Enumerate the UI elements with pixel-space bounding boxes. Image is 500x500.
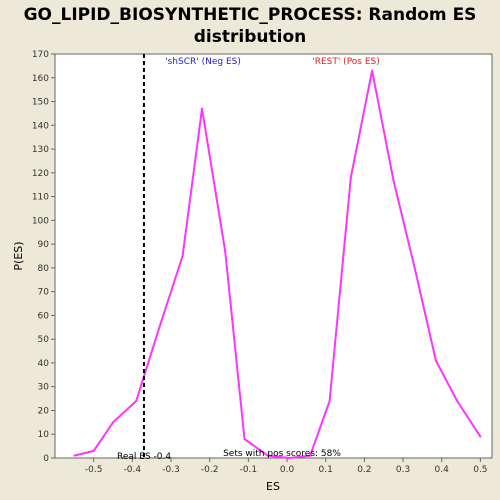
x-tick-label: 0.3 <box>396 465 410 475</box>
data-point <box>158 326 161 329</box>
y-tick-label: 130 <box>32 145 49 155</box>
y-tick-label: 20 <box>38 406 50 416</box>
x-tick-label: 0.5 <box>473 465 487 475</box>
y-tick-label: 110 <box>32 193 49 203</box>
y-tick-label: 40 <box>38 359 50 369</box>
data-point <box>349 176 352 179</box>
y-tick-label: 170 <box>32 50 49 60</box>
x-tick-label: -0.5 <box>85 465 103 475</box>
x-tick-label: 0.2 <box>357 465 371 475</box>
data-point <box>413 266 416 269</box>
y-tick-label: 80 <box>38 264 50 274</box>
y-tick-label: 0 <box>43 454 49 464</box>
axes: 0 10 20 30 40 50 60 70 80 90 100 110 120 130 140 150 160… <box>32 50 488 475</box>
data-point <box>200 107 203 110</box>
x-tick-label: -0.2 <box>201 465 219 475</box>
data-point <box>224 250 227 253</box>
y-tick-label: 60 <box>38 311 50 321</box>
data-point <box>287 457 290 459</box>
y-tick-label: 30 <box>38 383 50 393</box>
data-point <box>456 399 459 402</box>
x-axis-title: ES <box>266 480 280 493</box>
x-tick-label: 0.1 <box>319 465 333 475</box>
data-point <box>392 178 395 181</box>
y-tick-label: 90 <box>38 240 50 250</box>
data-point <box>434 359 437 362</box>
y-tick-label: 10 <box>38 430 50 440</box>
pos-scores-label: Sets with pos scores: 58% <box>223 449 341 459</box>
data-point <box>243 437 246 440</box>
data-point <box>181 255 184 257</box>
plot-area <box>54 53 493 459</box>
data-point <box>479 435 482 438</box>
data-point <box>92 449 95 452</box>
y-tick-label: 160 <box>32 74 49 84</box>
x-tick-label: 0.4 <box>435 465 450 475</box>
pos-es-label: 'REST' (Pos ES) <box>312 57 380 67</box>
chart-title: GO_LIPID_BIOSYNTHETIC_PROCESS: Random ES… <box>23 5 477 47</box>
real-es-label: Real ES -0.4 <box>117 452 171 462</box>
data-point <box>266 454 269 457</box>
y-tick-label: 70 <box>38 288 50 298</box>
x-tick-label: 0.0 <box>280 465 295 475</box>
neg-es-label: 'shSCR' (Neg ES) <box>165 57 241 67</box>
x-tick-label: -0.1 <box>240 465 258 475</box>
x-tick-label: -0.3 <box>162 465 180 475</box>
x-tick-label: -0.4 <box>124 465 142 475</box>
y-tick-label: 50 <box>38 335 50 345</box>
y-tick-label: 140 <box>32 121 49 131</box>
y-axis-title: P(ES) <box>12 241 25 270</box>
data-point <box>371 69 374 72</box>
data-point <box>309 454 312 457</box>
y-tick-label: 150 <box>32 98 49 108</box>
es-distribution-line <box>74 69 482 459</box>
data-point <box>135 399 138 402</box>
data-point <box>112 421 115 424</box>
y-tick-label: 100 <box>32 216 49 226</box>
data-point <box>328 399 331 402</box>
y-tick-label: 120 <box>32 169 49 179</box>
data-point <box>73 454 76 457</box>
chart-marks <box>73 54 482 459</box>
